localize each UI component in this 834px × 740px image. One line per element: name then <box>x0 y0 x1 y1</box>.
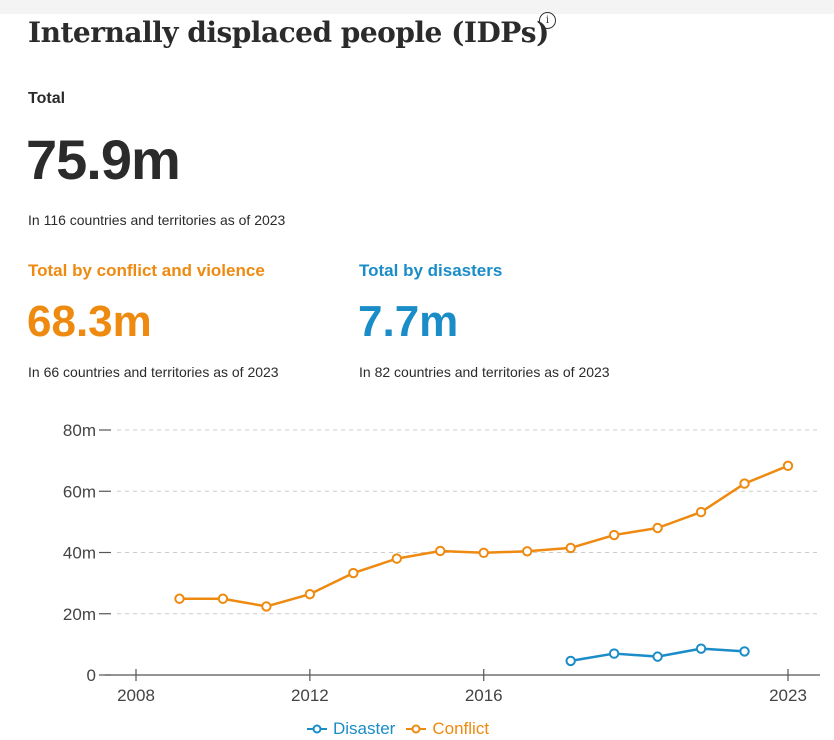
info-circle-icon[interactable]: i <box>539 12 556 29</box>
conflict-data-point <box>522 546 533 557</box>
conflict-data-point <box>782 460 794 472</box>
chart-legend: Disaster Conflict <box>306 719 489 739</box>
y-tick-label: 80m <box>63 421 96 440</box>
conflict-value: 68.3m <box>27 297 152 346</box>
legend-item-disaster[interactable]: Disaster <box>306 719 395 739</box>
y-tick-label: 40m <box>63 544 96 563</box>
total-note: In 116 countries and territories as of 2… <box>28 212 286 228</box>
idp-line-chart: 0 20m 40m 60m 80m 2008 2012 2016 2023 <box>63 421 820 705</box>
legend-label-disaster: Disaster <box>333 719 396 738</box>
legend-label-conflict: Conflict <box>432 719 490 738</box>
x-tick-label: 2012 <box>291 686 329 705</box>
disasters-label: Total by disasters <box>359 261 503 280</box>
conflict-data-point <box>261 601 272 612</box>
disaster-data-point <box>695 643 707 654</box>
conflict-data-point <box>695 506 707 518</box>
x-tick-label: 2023 <box>769 686 807 705</box>
disaster-marker-icon <box>307 724 327 734</box>
legend-item-conflict[interactable]: Conflict <box>405 719 489 739</box>
x-tick-label: 2016 <box>465 686 503 705</box>
y-tick-label: 20m <box>63 605 96 624</box>
x-tick-label: 2008 <box>117 686 155 705</box>
conflict-note: In 66 countries and territories as of 20… <box>28 364 279 380</box>
page-title: Internally displaced people (IDPs) <box>28 16 549 49</box>
conflict-series-line <box>179 464 789 608</box>
conflict-data-point <box>391 553 402 564</box>
y-tick-label: 60m <box>63 482 96 501</box>
conflict-data-point <box>478 547 489 559</box>
conflict-data-point <box>174 593 185 604</box>
disasters-note: In 82 countries and territories as of 20… <box>359 364 610 380</box>
conflict-data-point <box>435 545 446 557</box>
conflict-data-point <box>565 542 576 554</box>
disasters-value: 7.7m <box>358 297 459 346</box>
conflict-data-point <box>608 529 620 541</box>
disaster-data-point <box>652 651 663 662</box>
conflict-marker-icon <box>406 724 427 734</box>
disaster-data-point <box>608 648 620 659</box>
conflict-label: Total by conflict and violence <box>28 261 265 280</box>
conflict-data-point <box>652 522 663 534</box>
disaster-data-point <box>739 646 750 657</box>
total-value: 75.9m <box>26 128 181 191</box>
conflict-data-point <box>348 567 359 579</box>
y-tick-label: 0 <box>87 666 96 685</box>
disaster-data-point <box>565 655 576 667</box>
conflict-data-point <box>739 478 750 489</box>
total-label: Total <box>28 90 66 107</box>
top-bar <box>0 0 834 14</box>
conflict-data-point <box>217 593 229 604</box>
conflict-data-point <box>304 588 316 600</box>
